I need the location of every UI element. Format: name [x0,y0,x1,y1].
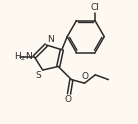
Text: Cl: Cl [91,3,99,12]
Text: O: O [65,95,72,104]
Text: S: S [36,71,42,80]
Text: H$_2$N: H$_2$N [14,51,33,63]
Text: N: N [47,35,54,44]
Text: O: O [81,72,88,81]
